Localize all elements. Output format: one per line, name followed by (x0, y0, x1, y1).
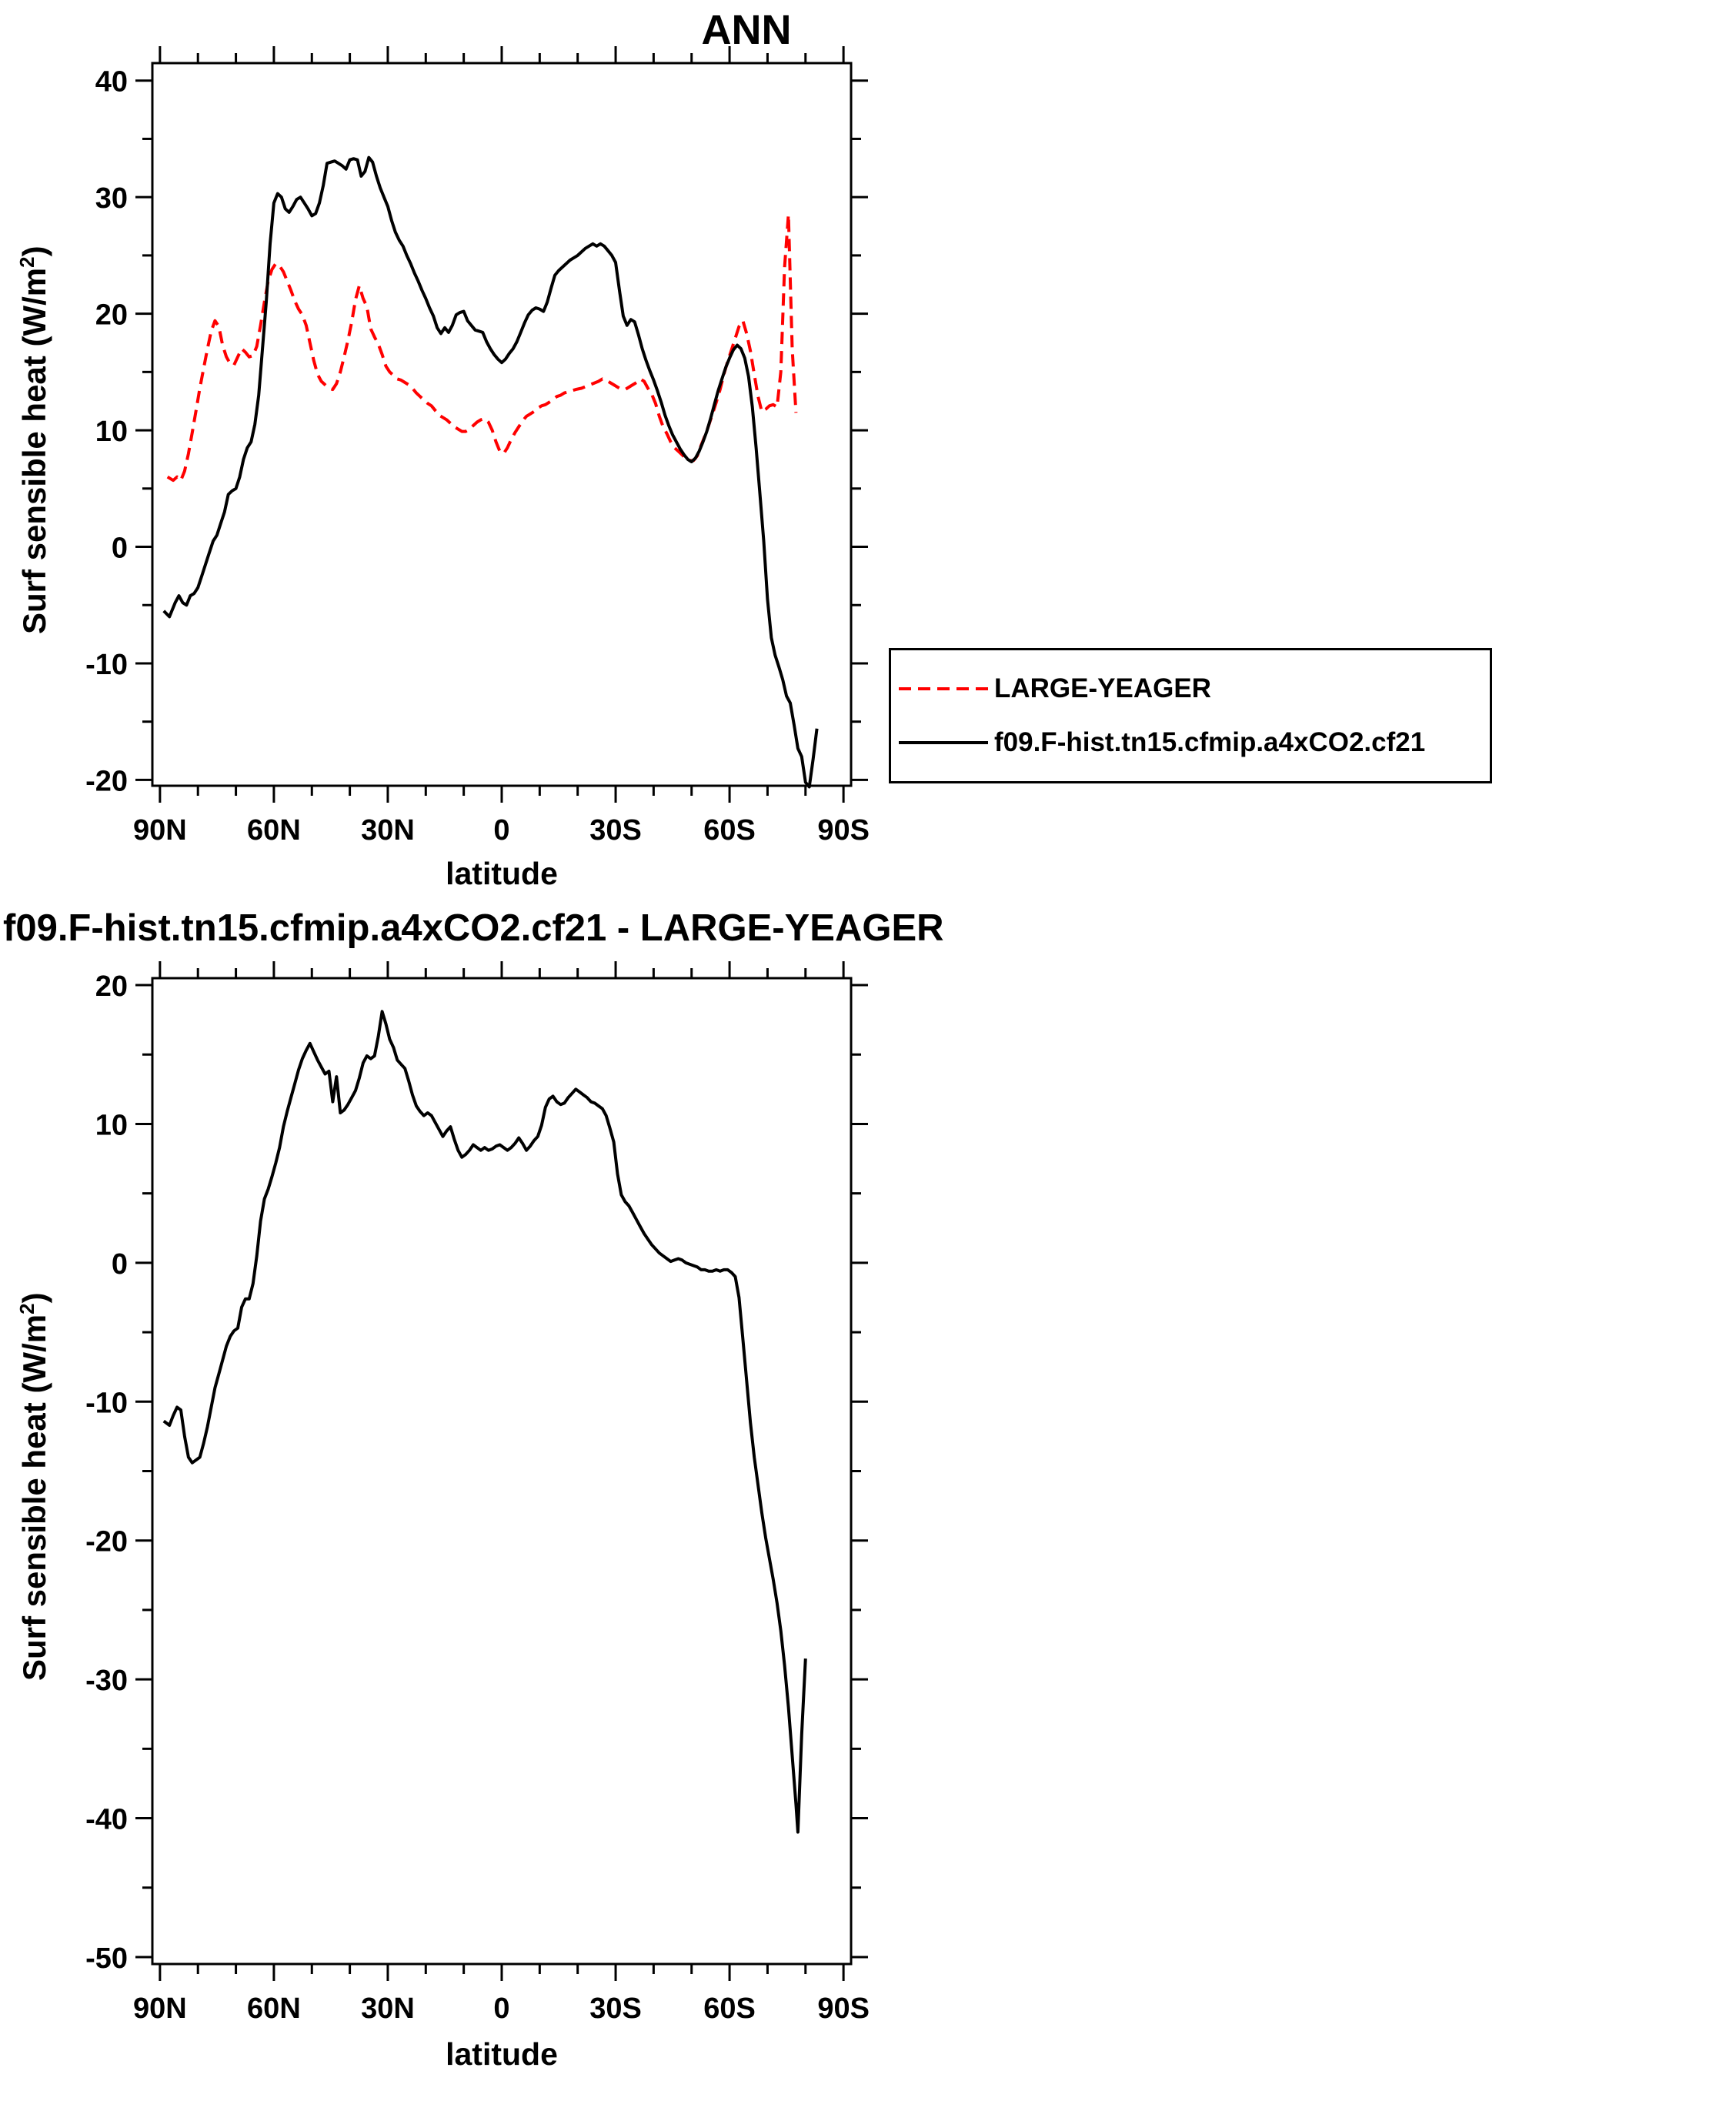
y-tick-label: -10 (85, 1387, 128, 1419)
legend-entry-large-yeager: LARGE-YEAGER (897, 673, 1490, 704)
top-xlabel: latitude (446, 856, 558, 891)
x-tick-label: 60N (247, 814, 301, 847)
x-tick-label: 60S (703, 1992, 756, 2025)
top-ylabel-text: Surf sensible heat (W/m (16, 267, 52, 634)
bottom-ylabel-superscript: 2 (15, 1303, 38, 1314)
y-tick-label: -10 (85, 649, 128, 681)
legend-solid-line-icon (899, 741, 988, 744)
x-tick-label: 90N (133, 1992, 187, 2025)
y-tick-label: 0 (112, 533, 128, 565)
x-tick-label: 0 (493, 1992, 509, 2025)
y-tick-label: 10 (95, 416, 128, 448)
series-line-1-0 (162, 1010, 807, 1834)
y-tick-label: -40 (85, 1804, 128, 1836)
bottom-ylabel: Surf sensible heat (W/m2) (15, 1292, 53, 1681)
x-tick-label: 90N (133, 814, 187, 847)
legend-label-large-yeager: LARGE-YEAGER (994, 673, 1211, 703)
x-tick-label: 30S (589, 1992, 642, 2025)
x-tick-label: 90S (817, 814, 870, 847)
legend: LARGE-YEAGER f09.F-hist.tn15.cfmip.a4xCO… (889, 648, 1492, 783)
bottom-chart-title: f09.F-hist.tn15.cfmip.a4xCO2.cf21 - LARG… (3, 907, 944, 949)
y-tick-label: -50 (85, 1942, 128, 1975)
bottom-xlabel: latitude (446, 2036, 558, 2072)
plot-border (151, 977, 853, 1966)
y-tick-label: 40 (95, 66, 128, 99)
top-ylabel-close: ) (16, 246, 52, 257)
legend-entry-model: f09.F-hist.tn15.cfmip.a4xCO2.cf21 (897, 727, 1490, 758)
x-tick-label: 0 (493, 814, 509, 847)
top-ylabel-superscript: 2 (15, 256, 38, 268)
top-chart-title: ANN (701, 7, 792, 53)
y-tick-label: 30 (95, 182, 128, 215)
bottom-ylabel-text: Surf sensible heat (W/m (16, 1314, 52, 1681)
legend-dashed-line-icon (899, 687, 988, 690)
top-ylabel: Surf sensible heat (W/m2) (15, 246, 53, 634)
x-tick-label: 90S (817, 1992, 870, 2025)
legend-label-model: f09.F-hist.tn15.cfmip.a4xCO2.cf21 (994, 727, 1426, 757)
y-tick-label: 20 (95, 970, 128, 1003)
series-line-0-1 (162, 155, 819, 789)
x-tick-label: 60N (247, 1992, 301, 2025)
y-tick-label: 20 (95, 299, 128, 332)
x-tick-label: 60S (703, 814, 756, 847)
plot-border (151, 62, 853, 787)
x-tick-label: 30S (589, 814, 642, 847)
y-tick-label: -20 (85, 1526, 128, 1558)
y-tick-label: 0 (112, 1248, 128, 1281)
y-tick-label: 10 (95, 1109, 128, 1141)
y-tick-label: -20 (85, 765, 128, 797)
x-tick-label: 30N (361, 1992, 415, 2025)
x-tick-label: 30N (361, 814, 415, 847)
y-tick-label: -30 (85, 1665, 128, 1697)
bottom-ylabel-close: ) (16, 1292, 52, 1304)
